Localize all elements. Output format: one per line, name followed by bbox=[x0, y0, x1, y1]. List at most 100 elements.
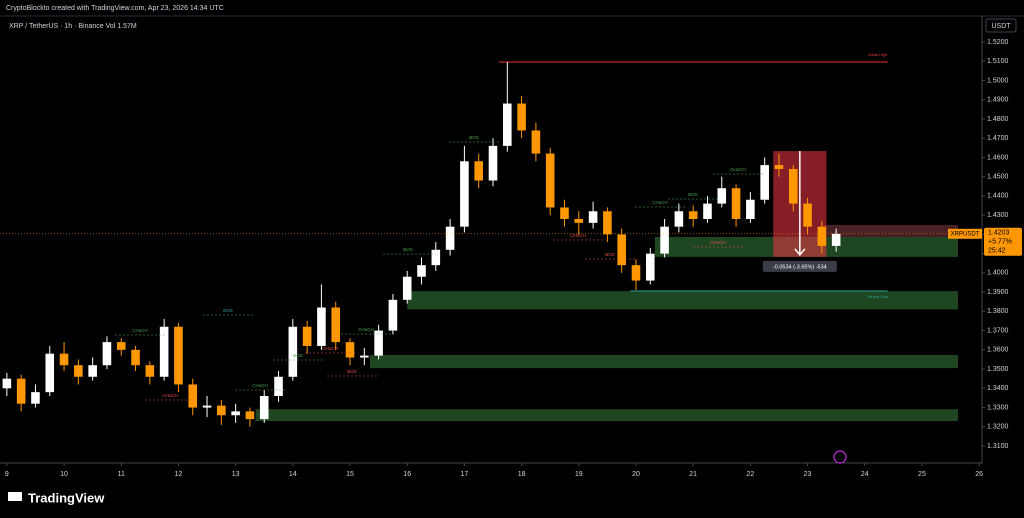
candle-body bbox=[188, 384, 198, 408]
structure-label: CHoCH bbox=[252, 383, 268, 388]
candle-body bbox=[16, 378, 26, 404]
structure-label: BOS bbox=[293, 353, 303, 358]
candle-body bbox=[131, 349, 140, 366]
candle-body bbox=[631, 265, 641, 281]
candle-body bbox=[488, 145, 498, 181]
candle-body bbox=[288, 326, 298, 377]
candle-body bbox=[603, 211, 612, 235]
candle-body bbox=[731, 188, 741, 219]
candle-body bbox=[474, 161, 483, 181]
logo-icon bbox=[8, 492, 22, 501]
x-tick-label: 22 bbox=[746, 471, 754, 478]
y-tick-label: 1.3100 bbox=[987, 443, 1009, 450]
candle-body bbox=[445, 226, 455, 250]
x-tick-label: 18 bbox=[518, 471, 526, 478]
y-tick-label: 1.3200 bbox=[987, 424, 1009, 431]
y-tick-label: 1.3900 bbox=[987, 289, 1009, 296]
y-tick-label: 1.4400 bbox=[987, 193, 1009, 200]
last-change: +5.77% bbox=[988, 239, 1012, 246]
zone bbox=[255, 409, 958, 422]
series-title: XRP / TetherUS · 1h · Binance Vol 1.57M bbox=[9, 23, 137, 30]
last-price: 1.4203 bbox=[988, 230, 1010, 237]
y-tick-label: 1.3400 bbox=[987, 385, 1009, 392]
y-tick-label: 1.4000 bbox=[987, 270, 1009, 277]
structure-label: BOS bbox=[605, 252, 615, 257]
candle-body bbox=[417, 265, 426, 277]
candle-body bbox=[588, 211, 598, 223]
candle-body bbox=[717, 188, 727, 204]
candle-body bbox=[402, 276, 412, 300]
logo[interactable]: TradingView bbox=[8, 490, 105, 505]
measure-arrowhead bbox=[794, 248, 806, 257]
structure-label: CHoCH bbox=[358, 327, 374, 332]
candle-body bbox=[2, 378, 12, 389]
structure-label: BOS bbox=[223, 308, 233, 313]
candle-body bbox=[74, 365, 83, 377]
structure-label: CHoCH bbox=[710, 240, 726, 245]
candle-body bbox=[345, 342, 355, 358]
y-tick-label: 1.4500 bbox=[987, 174, 1009, 181]
candle-body bbox=[688, 211, 698, 219]
x-tick-label: 10 bbox=[60, 471, 68, 478]
structure-label: CHoCH bbox=[570, 233, 586, 238]
candle-body bbox=[560, 207, 569, 219]
candle-body bbox=[545, 153, 555, 208]
zone bbox=[370, 355, 958, 369]
candle-body bbox=[388, 299, 398, 331]
structure-label: CHoCH bbox=[652, 200, 668, 205]
candle-body bbox=[788, 168, 798, 204]
y-tick-label: 1.4300 bbox=[987, 212, 1009, 219]
candle-body bbox=[774, 165, 784, 169]
candle-body bbox=[174, 326, 183, 385]
structure-label: CHoCH bbox=[132, 328, 148, 333]
candle-body bbox=[360, 355, 369, 358]
y-tick-label: 1.5200 bbox=[987, 39, 1009, 46]
currency-box[interactable] bbox=[985, 18, 1017, 33]
measure-label-box bbox=[762, 260, 837, 272]
x-tick-label: 20 bbox=[632, 471, 640, 478]
candle-body bbox=[746, 199, 755, 219]
x-tick-label: 15 bbox=[346, 471, 354, 478]
candle-body bbox=[88, 365, 97, 377]
candle-body bbox=[831, 233, 841, 246]
y-tick-label: 1.4900 bbox=[987, 97, 1009, 104]
candle-body bbox=[59, 353, 69, 366]
measure-label: -0.0534 (-3.65%) -534 bbox=[773, 264, 827, 270]
y-tick-label: 1.4600 bbox=[987, 154, 1009, 161]
structure-label: BOS bbox=[347, 369, 357, 374]
event-icon[interactable] bbox=[833, 450, 847, 464]
x-tick-label: 19 bbox=[575, 471, 583, 478]
countdown: 25:42 bbox=[988, 248, 1006, 255]
level-label: Strong Low bbox=[868, 294, 888, 299]
logo-text[interactable]: TradingView bbox=[28, 490, 105, 505]
level-label: Weak High bbox=[868, 52, 888, 57]
x-tick-label: 17 bbox=[461, 471, 469, 478]
currency[interactable]: USDT bbox=[991, 23, 1011, 30]
x-tick-label: 14 bbox=[289, 471, 297, 478]
candle-body bbox=[302, 326, 312, 346]
candle-body bbox=[202, 405, 212, 408]
candle-body bbox=[431, 249, 441, 266]
y-tick-label: 1.5100 bbox=[987, 58, 1009, 65]
x-tick-label: 24 bbox=[861, 471, 869, 478]
candle-body bbox=[645, 253, 655, 281]
x-tick-label: 13 bbox=[232, 471, 240, 478]
y-tick-label: 1.3800 bbox=[987, 308, 1009, 315]
candle-body bbox=[245, 411, 255, 420]
x-tick-label: 11 bbox=[118, 471, 125, 478]
candle-body bbox=[517, 103, 526, 131]
candle-body bbox=[503, 103, 512, 146]
y-tick-label: 1.4800 bbox=[987, 116, 1009, 123]
structure-label: CHoCH bbox=[322, 346, 338, 351]
candle-body bbox=[817, 226, 827, 246]
candle-body bbox=[460, 161, 469, 227]
candle-body bbox=[116, 342, 126, 350]
candle-body bbox=[760, 165, 769, 200]
candle-body bbox=[31, 392, 40, 404]
attribution: CryptoBlockto created with TradingView.c… bbox=[6, 5, 224, 12]
candle-body bbox=[660, 226, 669, 254]
structure-label: BOS bbox=[403, 247, 413, 252]
candle-body bbox=[231, 411, 240, 416]
